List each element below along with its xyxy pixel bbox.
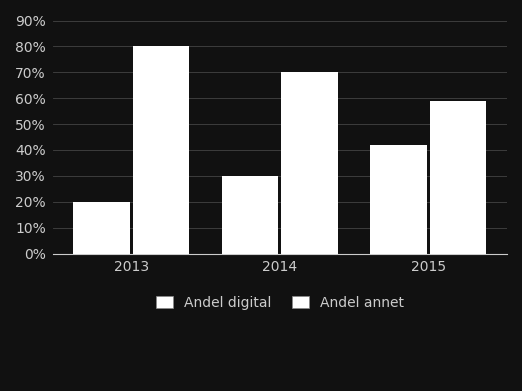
Bar [133,47,189,253]
Legend: Andel digital, Andel annet: Andel digital, Andel annet [149,289,411,316]
Bar [281,72,338,253]
Bar [430,101,487,253]
Bar [371,145,427,253]
Bar [222,176,278,253]
Bar [74,202,130,253]
